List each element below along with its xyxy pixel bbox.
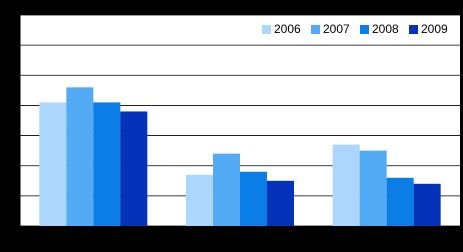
bar bbox=[267, 180, 294, 226]
legend-label: 2008 bbox=[372, 22, 399, 36]
legend-label: 2006 bbox=[274, 22, 301, 36]
bar bbox=[66, 87, 94, 226]
bar bbox=[332, 144, 360, 226]
legend-swatch bbox=[360, 25, 369, 34]
bar bbox=[93, 102, 121, 226]
bar bbox=[186, 174, 213, 226]
bar bbox=[120, 111, 148, 226]
bar bbox=[213, 153, 240, 226]
legend-swatch bbox=[409, 25, 418, 34]
bar bbox=[39, 102, 67, 226]
bar bbox=[240, 171, 267, 226]
bar bbox=[386, 177, 414, 226]
legend-swatch bbox=[311, 25, 320, 34]
legend-swatch bbox=[262, 25, 271, 34]
legend-label: 2007 bbox=[323, 22, 350, 36]
bar bbox=[413, 183, 441, 226]
legend-label: 2009 bbox=[421, 22, 448, 36]
bar bbox=[359, 150, 387, 226]
